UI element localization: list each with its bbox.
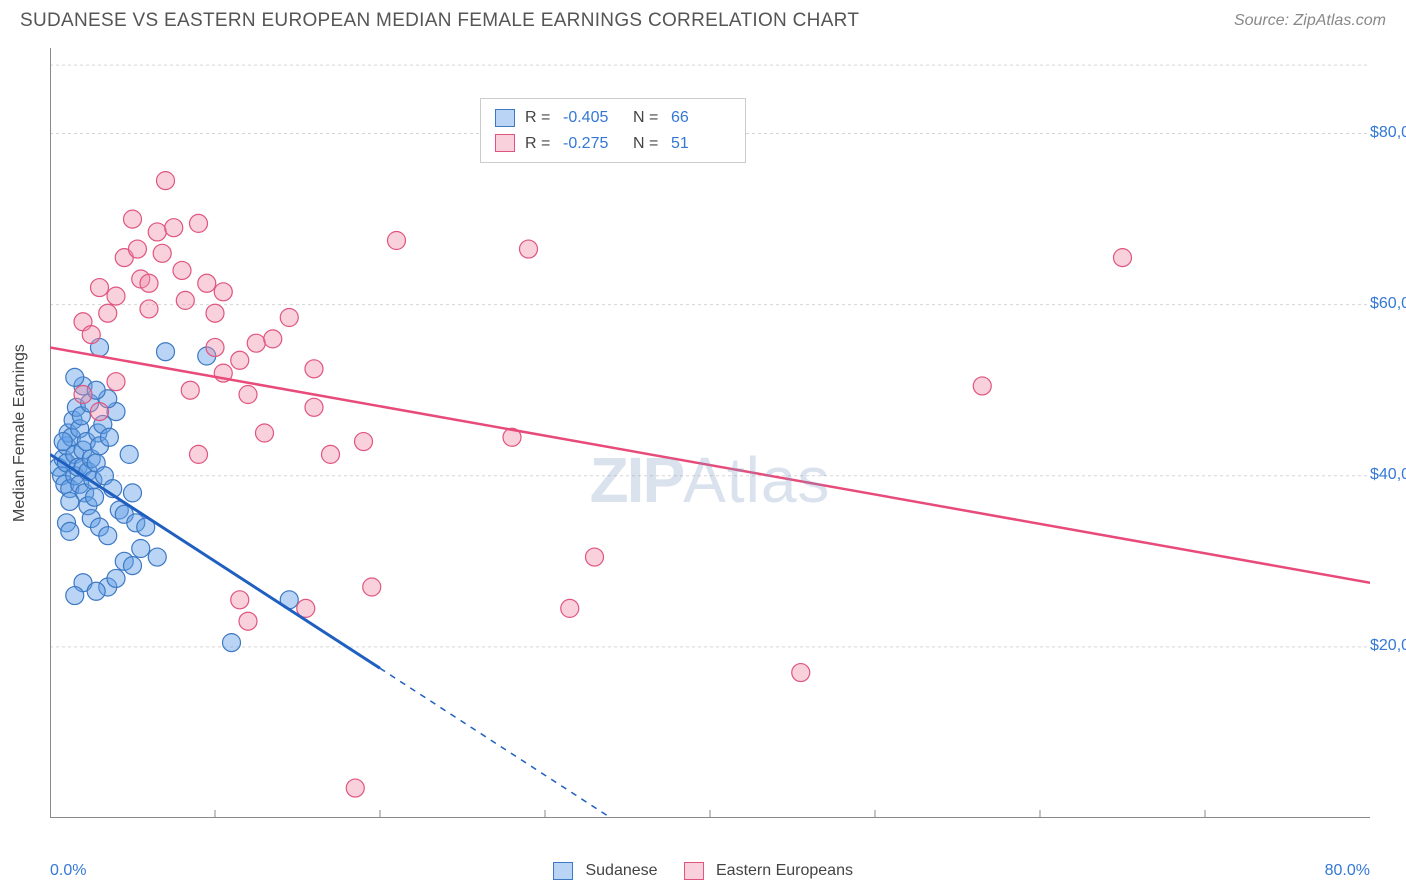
scatter-plot: [50, 48, 1370, 818]
legend-r-value-sudanese: -0.405: [563, 105, 623, 131]
legend-row-sudanese: R = -0.405 N = 66: [495, 105, 731, 131]
chart-container: Median Female Earnings ZIPAtlas R = -0.4…: [50, 48, 1370, 818]
y-tick-label: $20,000: [1370, 637, 1406, 655]
legend-n-value-eastern: 51: [671, 131, 731, 157]
legend-n-value-sudanese: 66: [671, 105, 731, 131]
legend-r-label: R =: [525, 105, 553, 131]
y-tick-label: $40,000: [1370, 466, 1406, 484]
legend-r-value-eastern: -0.275: [563, 131, 623, 157]
chart-header: SUDANESE VS EASTERN EUROPEAN MEDIAN FEMA…: [0, 0, 1406, 40]
y-tick-label: $80,000: [1370, 124, 1406, 142]
x-range-end: 80.0%: [1325, 862, 1370, 880]
y-axis-label: Median Female Earnings: [11, 344, 29, 522]
legend-n-label: N =: [633, 105, 661, 131]
legend-swatch-sudanese: [495, 109, 515, 127]
legend-swatch-eastern: [495, 134, 515, 152]
chart-title: SUDANESE VS EASTERN EUROPEAN MEDIAN FEMA…: [20, 10, 859, 32]
chart-source: Source: ZipAtlas.com: [1234, 12, 1386, 30]
x-range-labels: 0.0% 80.0%: [50, 862, 1370, 880]
x-range-start: 0.0%: [50, 862, 86, 880]
legend-row-eastern: R = -0.275 N = 51: [495, 131, 731, 157]
y-tick-label: $60,000: [1370, 295, 1406, 313]
legend-n-label: N =: [633, 131, 661, 157]
legend-r-label: R =: [525, 131, 553, 157]
correlation-legend: R = -0.405 N = 66 R = -0.275 N = 51: [480, 98, 746, 163]
